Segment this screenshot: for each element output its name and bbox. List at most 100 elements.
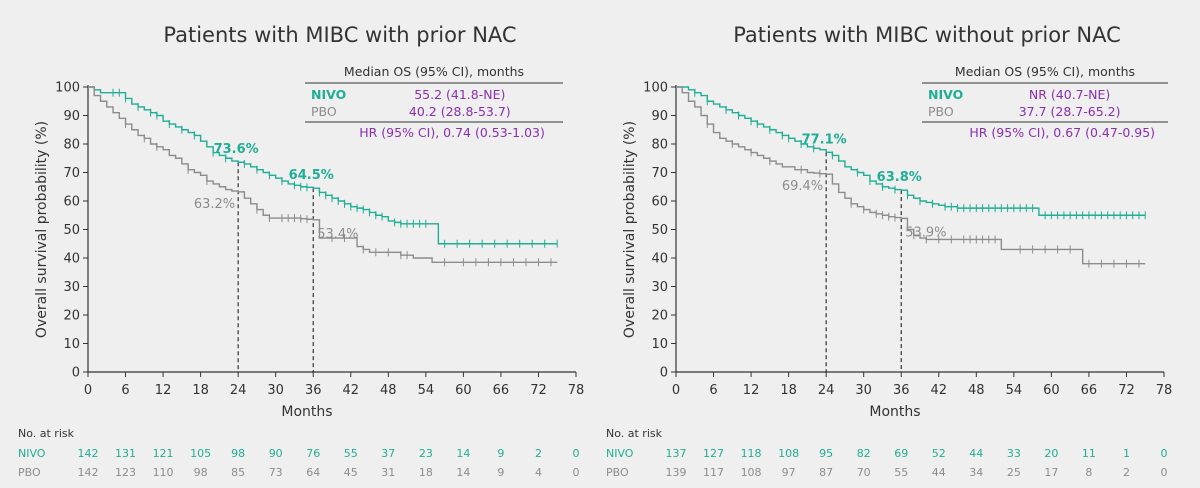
x-tick-label: 60 (1043, 383, 1060, 398)
at-risk-value: 110 (153, 466, 174, 479)
y-tick-label: 80 (651, 138, 668, 153)
at-risk-value: 0 (573, 447, 580, 460)
y-tick-label: 50 (651, 223, 668, 238)
at-risk-value: 4 (535, 466, 542, 479)
at-risk-value: 0 (1161, 466, 1168, 479)
legend-median-value: 40.2 (28.8-53.7) (409, 104, 511, 119)
at-risk-value: 137 (666, 447, 687, 460)
annotation-label: 63.8% (877, 170, 922, 185)
y-tick-label: 100 (643, 81, 668, 96)
at-risk-series-name: PBO (18, 466, 41, 479)
at-risk-value: 142 (78, 466, 99, 479)
at-risk-value: 2 (535, 447, 542, 460)
hazard-ratio: HR (95% CI), 0.74 (0.53-1.03) (359, 125, 545, 140)
series-line-nivo (676, 86, 1146, 216)
at-risk-value: 2 (1123, 466, 1130, 479)
y-tick-label: 40 (63, 252, 80, 267)
x-tick-label: 6 (121, 383, 129, 398)
x-tick-label: 66 (493, 383, 510, 398)
y-tick-label: 70 (651, 166, 668, 181)
at-risk-value: 18 (419, 466, 433, 479)
y-axis-label: Overall survival probability (%) (34, 121, 50, 338)
y-tick-label: 10 (63, 337, 80, 352)
at-risk-value: 69 (894, 447, 908, 460)
at-risk-value: 76 (306, 447, 320, 460)
at-risk-value: 11 (1082, 447, 1096, 460)
at-risk-value: 55 (344, 447, 358, 460)
x-tick-label: 24 (818, 383, 835, 398)
at-risk-value: 55 (894, 466, 908, 479)
at-risk-value: 127 (703, 447, 724, 460)
at-risk-value: 52 (932, 447, 946, 460)
annotation-label: 73.6% (214, 142, 259, 157)
at-risk-value: 64 (306, 466, 320, 479)
median-os-header: Median OS (95% CI), months (344, 64, 524, 79)
plot-area: 0102030405060708090100013713961271171211… (606, 64, 1172, 479)
x-tick-label: 12 (743, 383, 760, 398)
at-risk-value: 1 (1123, 447, 1130, 460)
y-tick-label: 20 (63, 309, 80, 324)
y-tick-label: 30 (651, 280, 668, 295)
at-risk-value: 20 (1044, 447, 1058, 460)
median-os-header: Median OS (95% CI), months (955, 64, 1135, 79)
y-tick-label: 90 (63, 109, 80, 124)
x-tick-label: 30 (855, 383, 872, 398)
at-risk-value: 121 (153, 447, 174, 460)
at-risk-value: 0 (573, 466, 580, 479)
at-risk-series-name: NIVO (606, 447, 634, 460)
at-risk-value: 105 (190, 447, 211, 460)
at-risk-value: 98 (194, 466, 208, 479)
y-tick-label: 0 (660, 366, 668, 381)
x-tick-label: 42 (342, 383, 359, 398)
x-tick-label: 36 (305, 383, 322, 398)
legend-series-name: NIVO (311, 87, 346, 102)
at-risk-value: 97 (782, 466, 796, 479)
at-risk-value: 8 (1085, 466, 1092, 479)
at-risk-value: 44 (932, 466, 946, 479)
at-risk-value: 14 (456, 466, 470, 479)
x-axis-label: Months (869, 404, 920, 420)
at-risk-series-name: PBO (606, 466, 629, 479)
x-tick-label: 78 (568, 383, 585, 398)
risk-table-label: No. at risk (18, 427, 75, 440)
at-risk-value: 31 (381, 466, 395, 479)
legend-series-name: NIVO (928, 87, 963, 102)
annotation-label: 64.5% (289, 168, 334, 183)
x-tick-label: 60 (455, 383, 472, 398)
y-tick-label: 100 (55, 81, 80, 96)
legend-series-name: PBO (311, 104, 337, 119)
at-risk-value: 33 (1007, 447, 1021, 460)
annotation-label: 53.9% (905, 225, 946, 240)
at-risk-value: 108 (778, 447, 799, 460)
y-tick-label: 90 (651, 109, 668, 124)
y-tick-label: 0 (72, 366, 80, 381)
annotation-label: 63.2% (194, 197, 235, 212)
panel-without-prior-nac: Patients with MIBC without prior NAC 010… (606, 23, 1172, 479)
at-risk-value: 118 (741, 447, 762, 460)
x-tick-label: 48 (968, 383, 985, 398)
at-risk-value: 9 (497, 447, 504, 460)
at-risk-value: 139 (666, 466, 687, 479)
hazard-ratio: HR (95% CI), 0.67 (0.47-0.95) (969, 125, 1155, 140)
x-tick-label: 36 (893, 383, 910, 398)
at-risk-value: 0 (1161, 447, 1168, 460)
risk-table-label: No. at risk (606, 427, 663, 440)
y-tick-label: 40 (651, 252, 668, 267)
x-tick-label: 48 (380, 383, 397, 398)
at-risk-value: 70 (857, 466, 871, 479)
at-risk-value: 95 (819, 447, 833, 460)
at-risk-series-name: NIVO (18, 447, 46, 460)
y-tick-label: 60 (63, 195, 80, 210)
annotation-label: 53.4% (317, 227, 358, 242)
x-tick-label: 0 (672, 383, 680, 398)
at-risk-value: 142 (78, 447, 99, 460)
at-risk-value: 131 (115, 447, 136, 460)
at-risk-value: 25 (1007, 466, 1021, 479)
x-tick-label: 24 (230, 383, 247, 398)
y-tick-label: 30 (63, 280, 80, 295)
at-risk-value: 123 (115, 466, 136, 479)
y-tick-label: 80 (63, 138, 80, 153)
chart-title: Patients with MIBC without prior NAC (733, 23, 1121, 47)
at-risk-value: 45 (344, 466, 358, 479)
annotation-label: 69.4% (782, 179, 823, 194)
